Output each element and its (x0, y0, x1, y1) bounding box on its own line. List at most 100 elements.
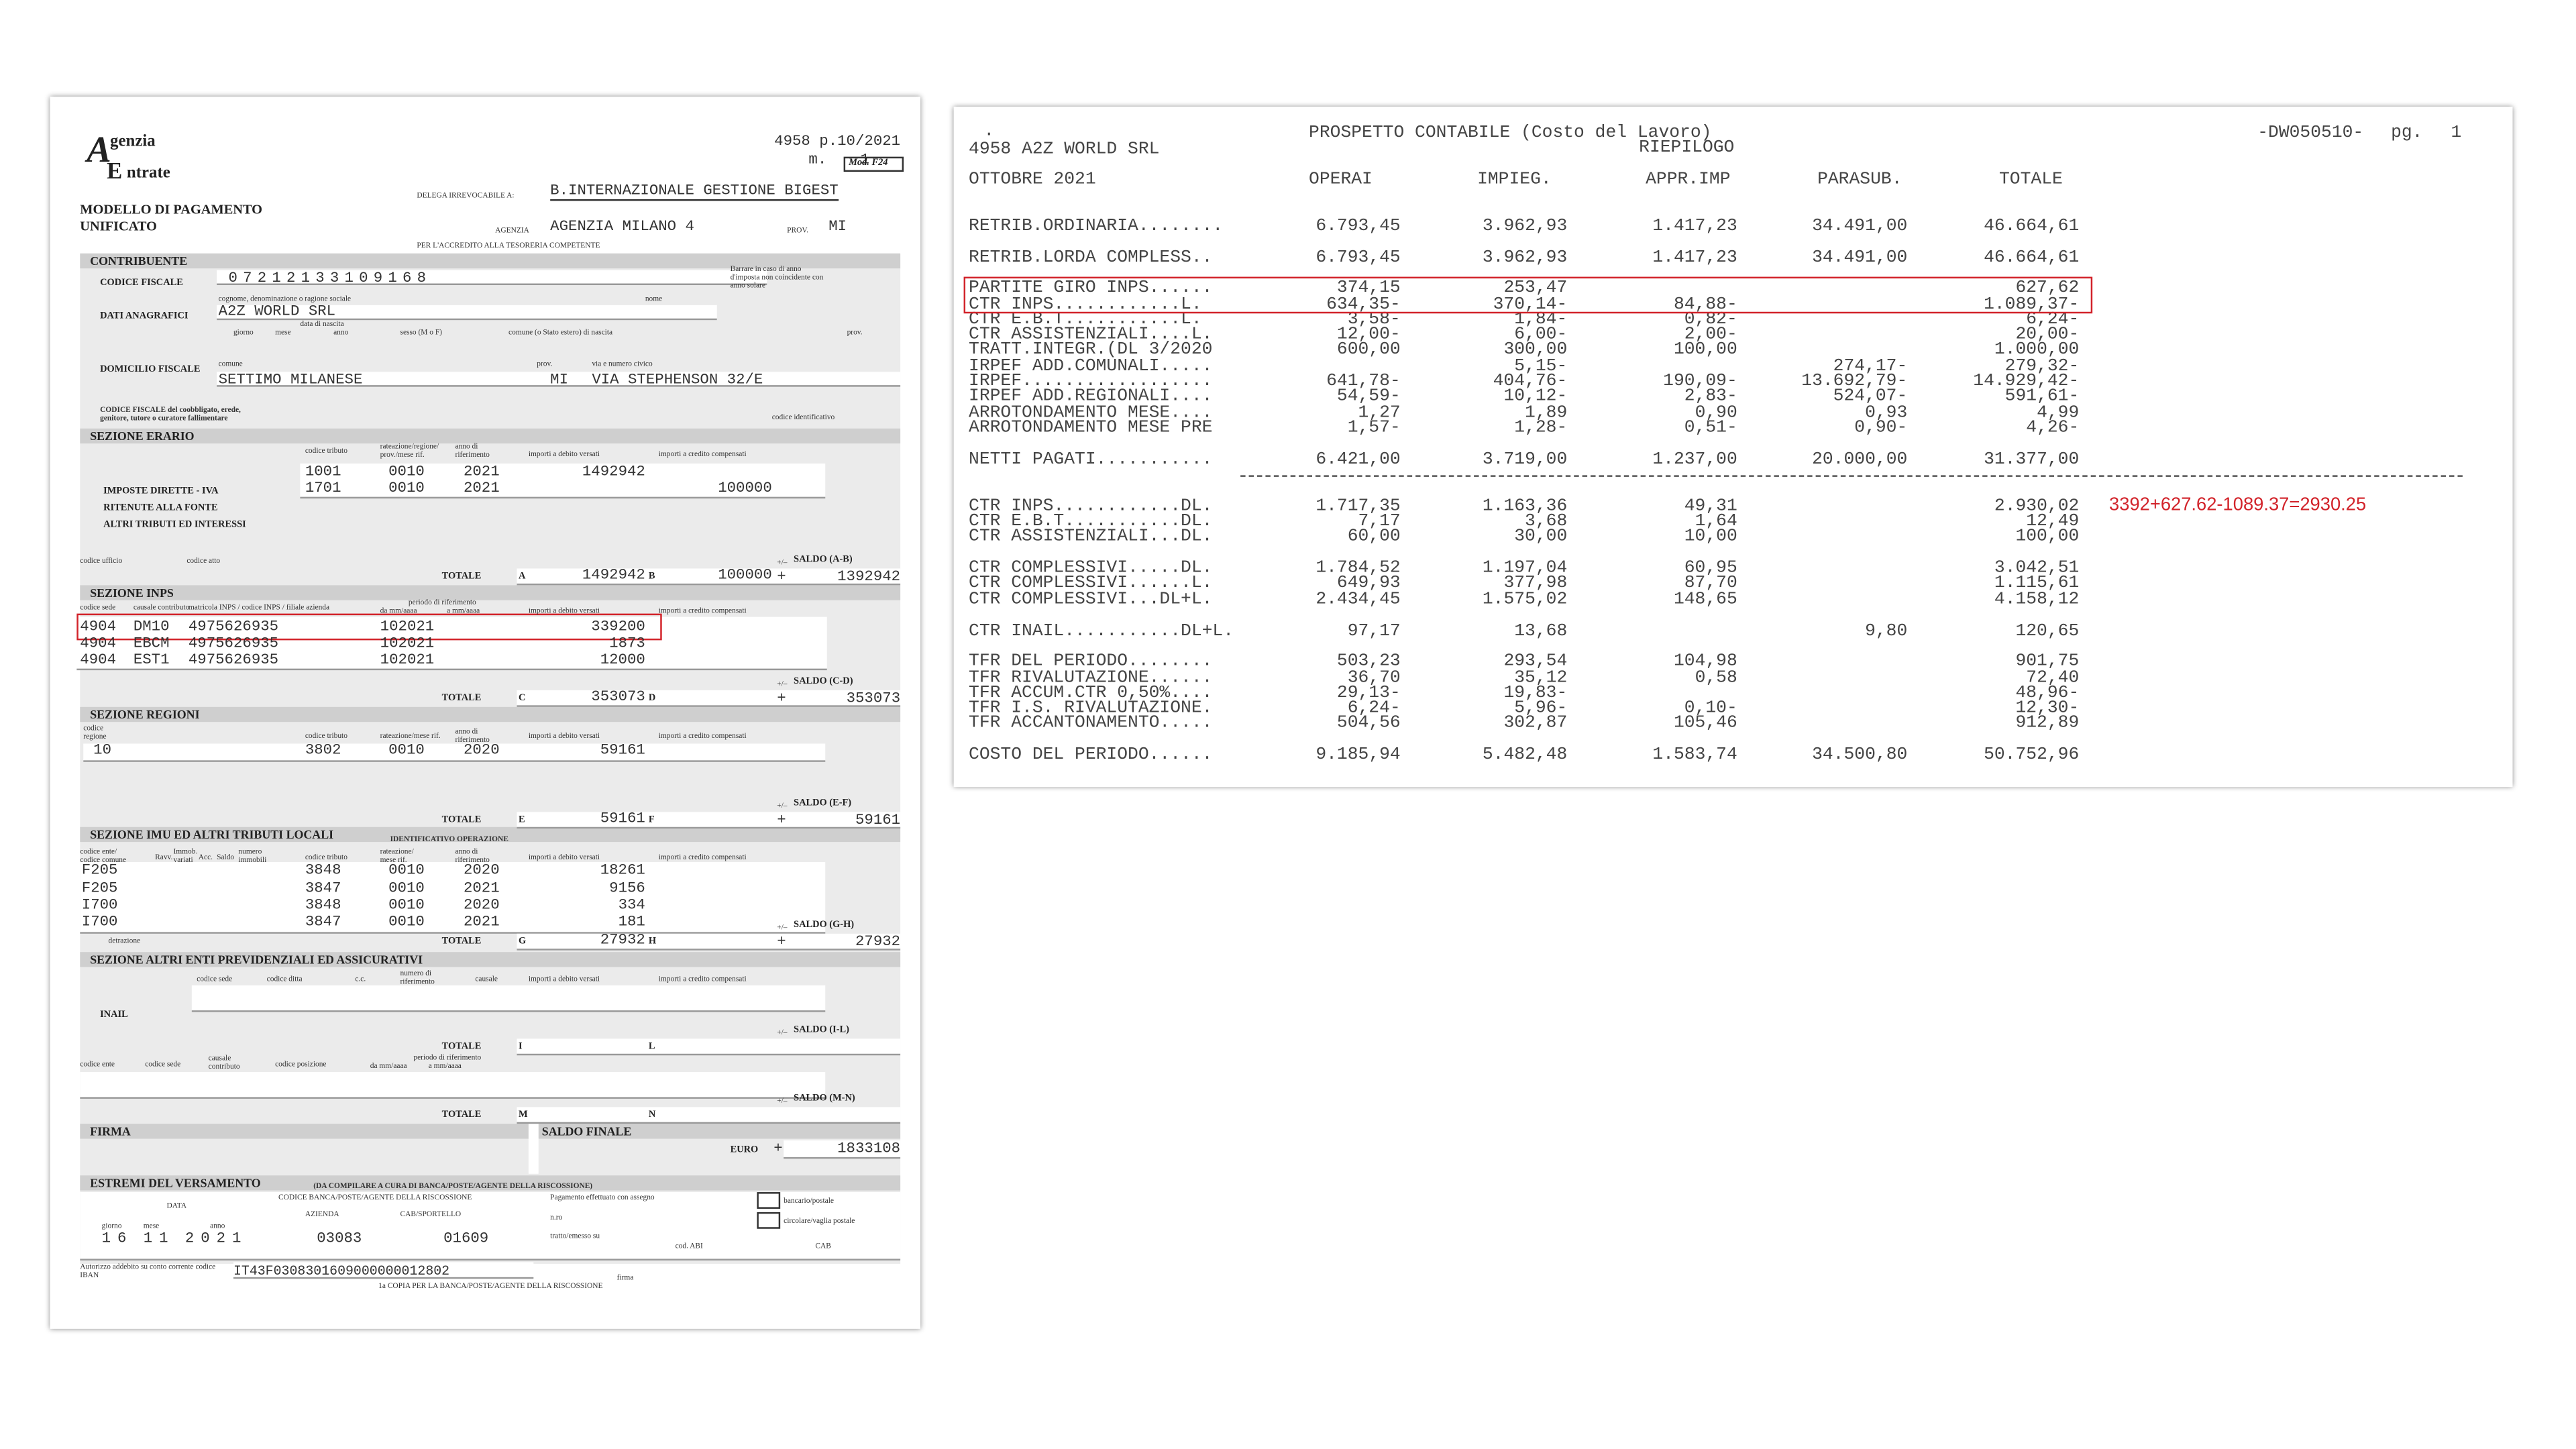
label: Acc. (198, 853, 213, 861)
section-band (80, 706, 901, 722)
row-value: 6,24- (1347, 698, 1401, 719)
row-value: 3,68 (1525, 512, 1568, 532)
row-value: 48,96- (2015, 684, 2080, 704)
cell-value: 181 (618, 913, 645, 930)
cell-value: EBCM (133, 635, 170, 652)
cell-value: 1701 (305, 480, 341, 497)
cell-value: 2021 (463, 880, 500, 898)
cell-value: 2020 (463, 861, 500, 879)
section-title: SEZIONE ERARIO (90, 430, 195, 444)
cell-value: 2020 (463, 742, 500, 759)
row-value: 6,00- (1514, 325, 1568, 345)
row-label: TFR I.S. RIVALUTAZIONE. (969, 698, 1213, 719)
row-value: 4,26- (2026, 418, 2080, 439)
value: 1492942 (582, 567, 645, 584)
row-value: 0,51- (1684, 418, 1737, 439)
cell-value: 0010 (388, 897, 425, 914)
row-value: 1.784,52 (1316, 558, 1401, 579)
note: Barrare in caso di anno d'imposta non co… (730, 264, 824, 290)
section-title: SALDO FINALE (541, 1125, 632, 1139)
label: SALDO (M-N) (794, 1093, 855, 1104)
cell-value: 2020 (463, 897, 500, 914)
row-value: 4.158,12 (1994, 590, 2080, 610)
label: periodo di riferimento (408, 598, 476, 606)
label: a mm/aaaa (447, 606, 480, 614)
cell-value: I700 (81, 897, 118, 914)
label: codice sede (145, 1059, 181, 1068)
row-value: 34.491,00 (1812, 217, 1908, 237)
row-value: 190,09- (1663, 372, 1737, 392)
cell-value: 4904 (80, 651, 117, 669)
label: CODICE BANCA/POSTE/AGENTE DELLA RISCOSSI… (278, 1193, 472, 1201)
input-field (517, 1107, 901, 1124)
row-label: COSTO DEL PERIODO...... (969, 745, 1213, 765)
input-field (517, 568, 901, 586)
cell-value: 2021 (463, 480, 500, 497)
input-field (83, 743, 826, 762)
row-value: 293,54 (1503, 651, 1568, 672)
label: numero immobili (238, 847, 267, 864)
cell-value: 2021 (463, 913, 500, 930)
logo-text: genzia (110, 132, 156, 151)
row-value: 5,15- (1514, 356, 1568, 377)
row-value: 34.491,00 (1812, 248, 1908, 269)
row-value: 1.115,61 (1994, 573, 2080, 594)
row-value: 12,30- (2015, 698, 2080, 719)
label: PROV. (787, 225, 808, 235)
input-field (517, 933, 901, 951)
label: anno di riferimento (455, 441, 490, 459)
label: AGENZIA (495, 225, 529, 235)
row-value: 1.237,00 (1652, 450, 1737, 470)
value: 03083 (317, 1230, 362, 1248)
label: anno di riferimento (455, 847, 490, 864)
label: F (648, 815, 655, 826)
label: n.ro (550, 1213, 563, 1222)
row-value: 12,49 (2026, 512, 2080, 532)
label: codice ditta (266, 974, 303, 983)
label: tratto/emesso su (550, 1231, 600, 1240)
label: CAB (815, 1241, 831, 1250)
label: A (518, 572, 526, 582)
row-value: 1,28- (1514, 418, 1568, 439)
row-label: CTR E.B.T...........L. (969, 310, 1202, 331)
label: via e numero civico (592, 359, 653, 368)
label: SALDO (E-F) (794, 798, 852, 809)
cell-value: 0010 (388, 913, 425, 930)
row-value: 374,15 (1336, 278, 1401, 299)
label: codice tributo (305, 445, 347, 455)
cell-value: 1492942 (582, 463, 645, 480)
row-value: 4,99 (2037, 403, 2080, 424)
cell-value: F205 (81, 861, 118, 879)
row-value: 2,83- (1684, 386, 1737, 407)
input-field (80, 861, 826, 934)
value: 07212133109168 (228, 270, 432, 287)
row-value: 13.692,79- (1801, 372, 1908, 392)
value: 353073 (846, 690, 901, 707)
row-value: 300,00 (1503, 340, 1568, 360)
row-value: 591,61- (2004, 386, 2080, 407)
label: TOTALE (441, 572, 482, 582)
row-label: CTR INPS............DL. (969, 496, 1213, 517)
label: anno (210, 1221, 225, 1230)
row-value: 2.434,45 (1316, 590, 1401, 610)
row-label: TFR DEL PERIODO........ (969, 651, 1213, 672)
label: cod. ABI (675, 1241, 703, 1250)
value: SETTIMO MILANESE (218, 372, 363, 389)
label: Saldo (217, 853, 235, 861)
section-band (80, 428, 901, 444)
cell-value: 9156 (609, 880, 645, 898)
highlight-box (76, 613, 662, 641)
row-value: 60,95 (1684, 558, 1737, 579)
value: B.INTERNAZIONALE GESTIONE BIGEST (550, 182, 839, 201)
row-value: 13,68 (1514, 622, 1568, 642)
row-value: 6.793,45 (1316, 217, 1401, 237)
checkbox (757, 1192, 781, 1209)
label: anno di riferimento (455, 727, 490, 744)
row-value: 3.719,00 (1482, 450, 1568, 470)
row-value: 9.185,94 (1316, 745, 1401, 765)
cell-value: 3847 (305, 913, 341, 930)
label: 1a COPIA PER LA BANCA/POSTE/AGENTE DELLA… (378, 1281, 603, 1290)
input-field (76, 616, 827, 671)
row-value: 1,84- (1514, 310, 1568, 331)
row-value: 120,65 (2015, 622, 2080, 642)
